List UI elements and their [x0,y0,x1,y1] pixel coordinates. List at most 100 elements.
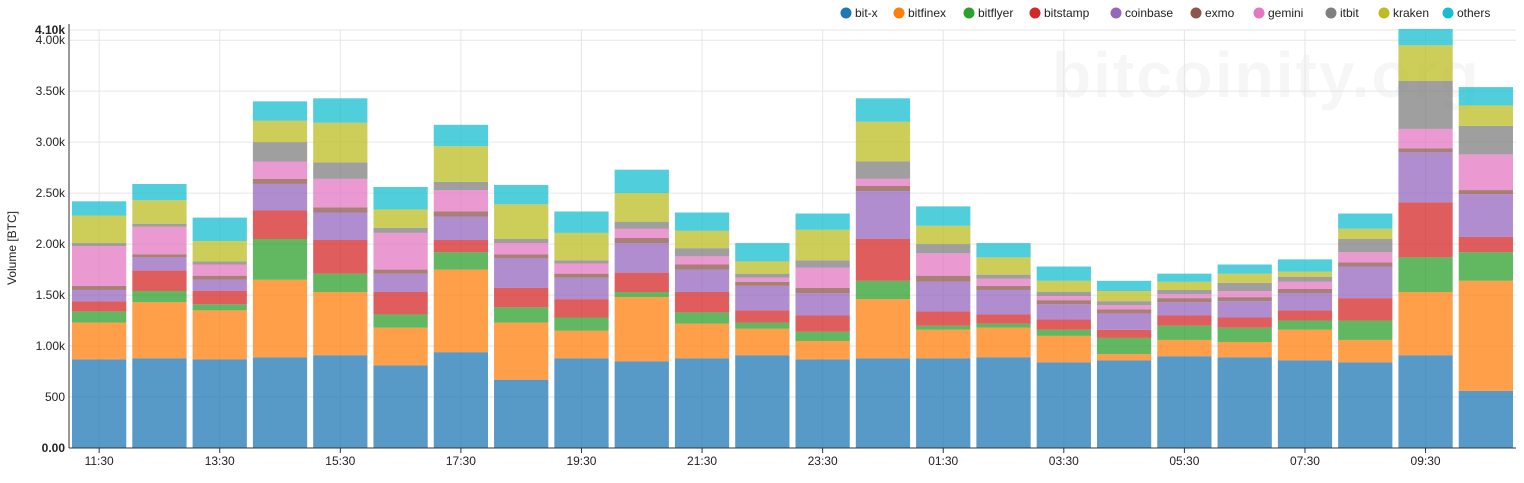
bar-segment-itbit [373,227,428,233]
bar-segment-itbit [192,261,247,265]
bar-segment-bit-x [855,358,911,448]
bar-segment-bitflyer [192,304,247,311]
legend-item-bitfinex[interactable]: bitfinex [893,6,947,20]
bar-segment-bit-x [1277,360,1333,448]
bar-segment-itbit [1157,289,1212,295]
bar-segment-bit-x [1398,355,1453,448]
bar-segment-gemini [132,226,187,255]
bar-segment-coinbase [795,293,850,316]
x-tick-label: 05:30 [1169,454,1199,468]
bar-segment-bitfinex [674,323,730,359]
bar-segment-bit-x [976,357,1031,448]
bar-segment-bitfinex [132,302,187,359]
legend-marker [1442,7,1454,19]
bar-segment-bitfinex [1398,292,1453,356]
legend-item-others[interactable]: others [1442,6,1491,20]
bar-segment-itbit [916,244,971,254]
bar-segment-others [1036,266,1091,281]
bar-segment-exmo [735,281,790,286]
bar-segment-bitfinex [192,310,247,360]
legend-label: bitfinex [908,6,946,20]
bar-segment-bitfinex [433,269,489,353]
bar-segment-coinbase [916,281,971,312]
legend-item-kraken[interactable]: kraken [1378,6,1430,20]
legend-label: exmo [1205,6,1235,20]
y-tick-label: 500 [45,390,65,404]
bar-segment-bitflyer [373,314,428,328]
bar-segment-kraken [313,122,368,163]
bar-segment-others [916,206,971,226]
bar-segment-bitflyer [252,239,308,280]
x-tick-label: 13:30 [205,454,235,468]
bar-segment-exmo [373,269,428,274]
bar-segment-bit-x [554,358,609,448]
bar-segment-bitflyer [494,307,549,323]
bar-segment-others [1217,264,1272,274]
legend-item-bitstamp[interactable]: bitstamp [1029,6,1090,20]
bar-segment-coinbase [1157,302,1212,316]
legend-label: gemini [1268,6,1303,20]
bar-segment-bitstamp [1277,310,1333,321]
bar-segment-bitflyer [855,280,911,300]
bar-segment-exmo [192,275,247,280]
bar-segment-kraken [1458,105,1513,126]
bar-segment-bit-x [1157,356,1212,448]
bar-segment-gemini [72,246,127,286]
bar-segment-bitfinex [373,327,428,366]
bar-segment-others [72,201,127,216]
bar-segment-coinbase [252,183,308,211]
x-tick-label: 17:30 [446,454,476,468]
bar-segment-bit-x [1458,390,1513,448]
bar-segment-coinbase [192,279,247,291]
bar-segment-coinbase [614,243,669,273]
bar-segment-exmo [1277,288,1333,294]
legend-item-bit-x[interactable]: bit-x [840,6,878,20]
bar-segment-bitstamp [1398,202,1453,258]
x-tick-label: 07:30 [1290,454,1320,468]
bar-segment-itbit [1458,125,1513,155]
bar-segment-kraken [735,261,790,274]
legend-item-bitflyer[interactable]: bitflyer [963,6,1014,20]
legend-item-itbit[interactable]: itbit [1325,6,1360,20]
bar-segment-bitfinex [1157,339,1212,357]
legend-item-gemini[interactable]: gemini [1253,6,1304,20]
bar-segment-kraken [1157,281,1212,290]
bar-segment-bit-x [1036,362,1091,448]
bar-segment-others [554,211,609,233]
legend: bit-x bitfinex bitflyer bitstamp coinbase exm… [840,6,1491,20]
bar-segment-bitstamp [192,291,247,305]
bar-segment-others [1398,28,1453,46]
bar-segment-coinbase [72,289,127,302]
bar-segment-exmo [132,254,187,258]
bar-segment-bitstamp [433,240,489,253]
bar-segment-coinbase [1398,152,1453,203]
bar-segment-bit-x [1096,360,1152,448]
bar-segment-others [976,243,1031,258]
legend-marker [1029,7,1041,19]
x-tick-label: 09:30 [1411,454,1441,468]
bar-segment-bitfinex [795,340,850,360]
bar-segment-others [132,183,187,201]
bar-segment-gemini [674,256,730,265]
bar-segment-bitfinex [1096,354,1152,361]
bar-segment-gemini [916,253,971,276]
bar-segment-bitstamp [916,311,971,326]
bar-segment-bitstamp [72,301,127,312]
bar-segment-bitstamp [1157,315,1212,326]
legend-item-coinbase[interactable]: coinbase [1110,6,1174,20]
bar-segment-coinbase [433,216,489,241]
bar-segment-bitstamp [1458,236,1513,253]
bar-segment-bitstamp [1217,317,1272,328]
bar-segment-kraken [1096,291,1152,302]
bar-segment-kraken [554,232,609,261]
legend-item-exmo[interactable]: exmo [1190,6,1235,20]
bar-segment-bit-x [494,379,549,448]
bar-segment-bitflyer [1217,327,1272,342]
bar-segment-itbit [494,239,549,244]
bar-segment-others [192,217,247,242]
legend-label: others [1457,6,1490,20]
y-tick-label: 4.10k [35,23,65,37]
legend-label: itbit [1340,6,1359,20]
bar-segment-bitfinex [1217,341,1272,358]
bar-segment-gemini [976,278,1031,286]
